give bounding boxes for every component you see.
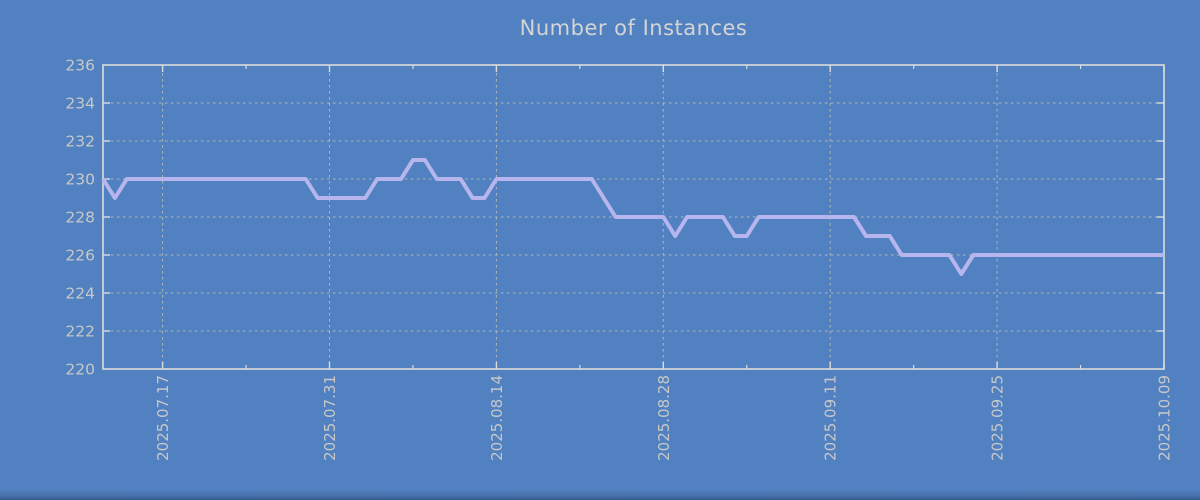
y-tick-label: 236	[65, 57, 95, 75]
series-line	[101, 158, 1164, 276]
y-tick-label: 226	[65, 247, 95, 265]
y-tick-label: 228	[65, 209, 95, 227]
y-tick-label: 222	[65, 323, 95, 341]
y-tick-label: 234	[65, 95, 95, 113]
y-tick-label: 230	[65, 171, 95, 189]
y-tick-label: 220	[65, 361, 95, 379]
x-tick-label: 2025.08.28	[655, 375, 673, 461]
x-tick-label: 2025.10.09	[1156, 375, 1174, 461]
x-tick-label: 2025.07.17	[154, 375, 172, 461]
x-tick-label: 2025.09.11	[822, 375, 840, 461]
y-tick-label: 232	[65, 133, 95, 151]
screen-bottom-edge	[0, 489, 1200, 500]
chart-title: Number of Instances	[519, 16, 748, 40]
x-tick-label: 2025.09.25	[989, 375, 1007, 461]
y-tick-label: 224	[65, 285, 95, 303]
x-tick-label: 2025.08.14	[488, 375, 506, 461]
x-tick-label: 2025.07.31	[321, 375, 339, 461]
